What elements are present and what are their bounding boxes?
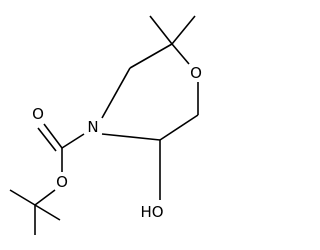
bond: [159, 114, 199, 141]
molecule-diagram: O N O O HO: [9, 15, 202, 235]
bond: [171, 15, 196, 45]
atom-label: O: [56, 173, 68, 191]
bond: [37, 127, 57, 152]
atom-label: HO: [140, 203, 163, 221]
bond: [129, 43, 173, 69]
bonds: [9, 15, 199, 235]
bond: [171, 43, 190, 65]
bond: [101, 133, 161, 141]
bond: [43, 123, 63, 149]
atom-label: O: [190, 64, 202, 82]
bond: [149, 15, 173, 45]
bond: [101, 67, 131, 119]
bond: [34, 204, 61, 221]
bond: [9, 189, 36, 206]
atom-label: N: [87, 118, 98, 136]
atom-label: O: [32, 105, 44, 123]
bond: [61, 133, 85, 149]
bond: [34, 189, 56, 206]
